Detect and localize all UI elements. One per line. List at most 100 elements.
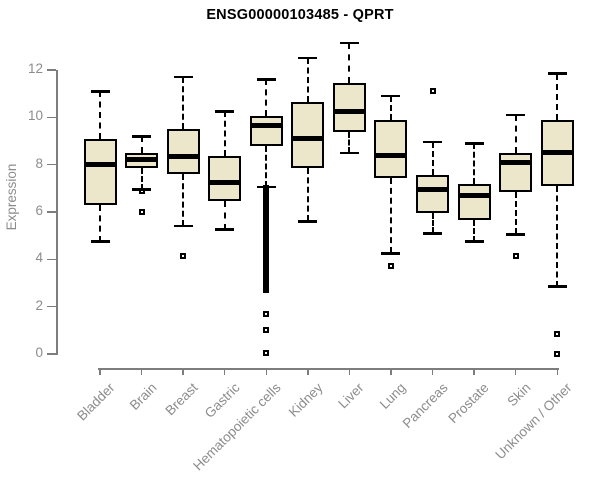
upper-whisker-cap [298, 56, 318, 60]
y-axis-tick-label: 12 [27, 60, 43, 76]
y-axis-tick [47, 305, 56, 308]
x-axis-line [98, 368, 559, 370]
lower-whisker-line [431, 213, 434, 234]
lower-whisker-cap [381, 252, 401, 255]
lower-whisker-line [389, 177, 392, 254]
x-axis-tick [556, 368, 559, 375]
outlier-point [554, 330, 561, 337]
upper-whisker-line [389, 96, 392, 120]
y-axis-line [56, 70, 58, 355]
x-axis-tick [265, 368, 268, 375]
y-axis-tick [47, 211, 56, 213]
x-axis-tick [99, 368, 101, 375]
upper-whisker-line [556, 73, 559, 120]
median-line [374, 152, 408, 158]
box-iqr [332, 83, 366, 132]
lower-whisker-line [182, 174, 185, 227]
x-axis-tick [431, 368, 434, 375]
lower-whisker-line [514, 191, 517, 235]
lower-whisker-line [556, 185, 559, 287]
outlier-point [138, 208, 145, 215]
x-axis-tick [140, 368, 143, 375]
box-iqr [374, 119, 408, 178]
y-axis-tick-label: 8 [35, 155, 43, 171]
outlier-point [180, 252, 187, 259]
median-line [125, 157, 159, 163]
lower-whisker-cap [464, 240, 484, 243]
box-iqr [499, 152, 533, 192]
median-line [332, 108, 366, 114]
upper-whisker-line [265, 79, 268, 117]
box-iqr [249, 116, 283, 146]
box-iqr [457, 183, 491, 221]
upper-whisker-cap [547, 72, 567, 75]
upper-whisker-cap [381, 94, 401, 98]
median-line [499, 159, 533, 165]
lower-whisker-cap [547, 285, 567, 288]
upper-whisker-cap [339, 41, 359, 45]
lower-whisker-line [140, 168, 143, 190]
outlier-point [387, 263, 394, 270]
lower-whisker-line [306, 168, 309, 222]
y-axis-tick-label: 4 [35, 250, 43, 266]
upper-whisker-cap [173, 75, 193, 79]
outlier-point [429, 88, 436, 95]
y-axis-tick [47, 163, 56, 166]
median-line [249, 123, 283, 129]
y-axis-tick-label: 2 [35, 297, 43, 313]
upper-whisker-line [348, 42, 351, 83]
x-axis-tick [223, 368, 226, 375]
box-iqr [166, 129, 200, 175]
upper-whisker-line [140, 136, 143, 153]
outlier-point [263, 310, 270, 317]
x-axis-tick [514, 368, 517, 375]
lower-whisker-line [473, 220, 476, 242]
upper-whisker-line [431, 142, 434, 176]
median-line [83, 162, 117, 168]
lower-whisker-line [223, 201, 226, 230]
upper-whisker-line [223, 111, 226, 157]
lower-whisker-cap [423, 232, 443, 235]
upper-whisker-cap [506, 113, 526, 117]
upper-whisker-line [182, 77, 185, 130]
x-axis-tick [348, 368, 351, 375]
upper-whisker-line [473, 143, 476, 184]
box-iqr [208, 156, 242, 202]
box-iqr [83, 138, 117, 205]
lower-whisker-line [99, 204, 101, 242]
median-line [457, 192, 491, 198]
outlier-point [263, 327, 270, 334]
median-line [291, 136, 325, 142]
median-line [166, 153, 200, 159]
chart-title: ENSG00000103485 - QPRT [206, 7, 394, 23]
upper-whisker-cap [90, 90, 110, 93]
upper-whisker-cap [132, 135, 152, 138]
upper-whisker-cap [423, 140, 443, 144]
x-axis-tick [182, 368, 184, 375]
lower-whisker-cap [506, 233, 526, 236]
upper-whisker-cap [464, 142, 484, 145]
median-line [208, 179, 242, 185]
y-axis-tick [47, 258, 56, 261]
lower-whisker-cap [215, 228, 235, 231]
y-axis-tick [47, 353, 56, 355]
lower-whisker-cap [339, 151, 359, 155]
lower-whisker-cap [90, 240, 110, 243]
median-line [416, 187, 450, 192]
y-axis-tick-label: 10 [27, 108, 43, 124]
y-axis-tick [47, 69, 56, 71]
outlier-point [263, 185, 270, 192]
y-axis-tick-label: 6 [35, 202, 43, 218]
upper-whisker-line [306, 58, 309, 102]
outlier-point [138, 187, 145, 194]
x-axis-tick [473, 368, 475, 375]
x-axis-tick [390, 368, 392, 375]
y-axis-tick [47, 116, 56, 119]
lower-whisker-cap [298, 220, 318, 223]
box-iqr [416, 175, 450, 214]
outlier-point [512, 252, 519, 259]
upper-whisker-line [99, 91, 101, 139]
y-axis-tick-label: 0 [35, 345, 43, 360]
